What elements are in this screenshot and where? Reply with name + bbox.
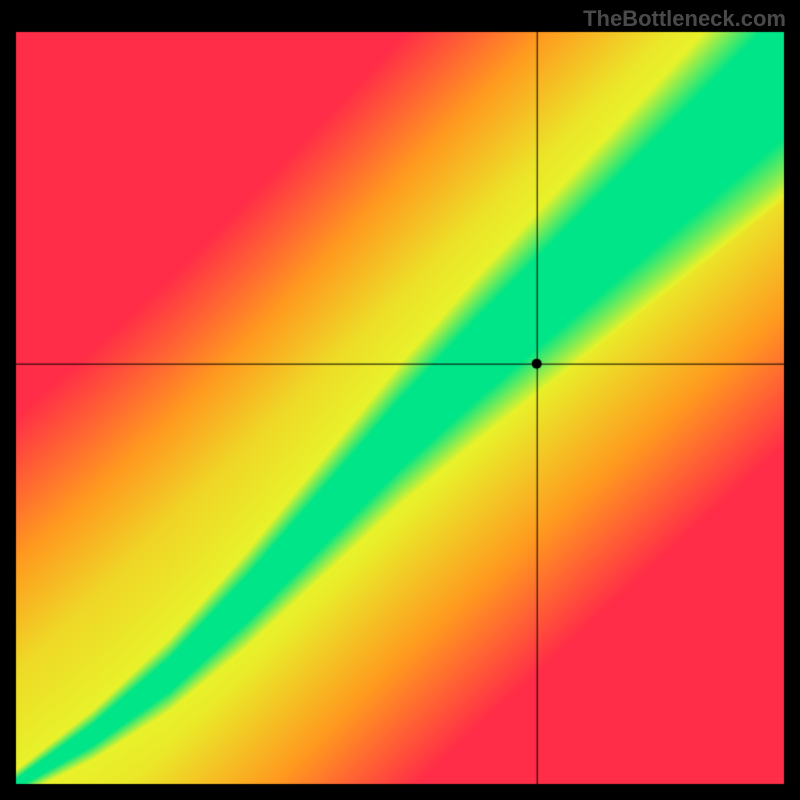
chart-container: TheBottleneck.com (0, 0, 800, 800)
heatmap-canvas (0, 0, 800, 800)
watermark-text: TheBottleneck.com (583, 6, 786, 32)
